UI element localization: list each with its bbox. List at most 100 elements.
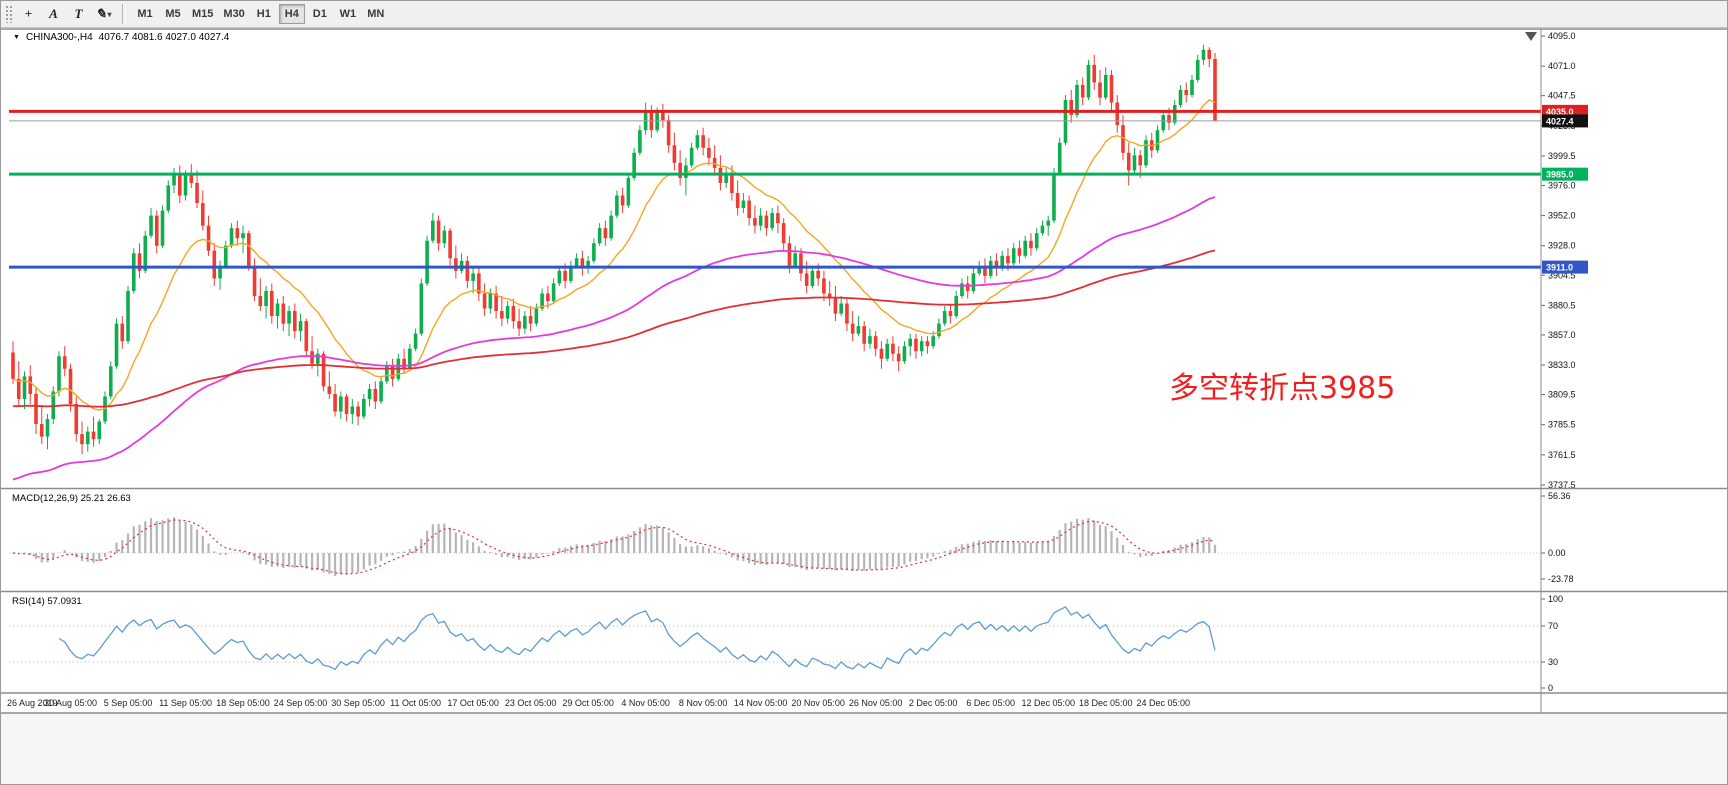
- candle-body: [310, 351, 314, 364]
- candle-body: [764, 215, 769, 229]
- timeframe-button-m1[interactable]: M1: [132, 4, 158, 24]
- candle-body: [994, 260, 999, 269]
- candle-body: [275, 303, 280, 317]
- candle-body: [80, 434, 84, 445]
- draw-tool-button[interactable]: ✎ ▾: [91, 3, 116, 25]
- price-tick-label: 3809.5: [1548, 390, 1576, 400]
- chart-menu-arrow-icon[interactable]: ▼: [13, 34, 20, 41]
- candle-body: [166, 185, 171, 211]
- macd-tick-label: 56.36: [1548, 491, 1571, 501]
- time-label: 18 Sep 05:00: [216, 698, 270, 708]
- candle-body: [298, 321, 303, 332]
- rsi-tick-label: 30: [1548, 657, 1558, 667]
- text-tool-button[interactable]: A: [41, 3, 66, 25]
- candle-body: [1017, 248, 1022, 256]
- candle-body: [684, 165, 688, 178]
- crosshair-tool-button[interactable]: +: [16, 3, 41, 25]
- candle-body: [873, 336, 878, 349]
- timeframe-button-m30[interactable]: M30: [219, 4, 248, 24]
- candle-body: [1057, 142, 1062, 173]
- candle-body: [1121, 125, 1125, 153]
- candle-body: [195, 182, 199, 204]
- candle-body: [137, 253, 142, 271]
- candle-body: [1144, 140, 1148, 166]
- candle-body: [356, 406, 360, 417]
- candle-body: [983, 265, 987, 276]
- candle-body: [114, 323, 119, 367]
- price-tag-label: 3911.0: [1546, 263, 1573, 273]
- shift-triangle-icon: [1525, 32, 1537, 41]
- candle-body: [689, 147, 694, 166]
- candle-body: [316, 353, 320, 364]
- candle-body: [1034, 233, 1039, 249]
- candle-body: [971, 273, 976, 291]
- candle-body: [649, 110, 654, 131]
- candle-body: [546, 293, 550, 302]
- timeframe-button-w1[interactable]: W1: [335, 4, 361, 24]
- candle-body: [379, 381, 383, 402]
- candle-body: [948, 311, 953, 317]
- macd-axis[interactable]: 56.36 0.00 -23.78: [1541, 491, 1574, 584]
- horizontal-lines-group[interactable]: [9, 109, 1541, 269]
- candle-body: [592, 243, 596, 261]
- time-label: 5 Sep 05:00: [104, 698, 153, 708]
- chart-annotation[interactable]: 多空转折点3985: [1169, 371, 1396, 406]
- candle-body: [862, 326, 866, 344]
- toolbar-grip[interactable]: [5, 5, 12, 23]
- candle-body: [143, 235, 148, 271]
- candle-body: [500, 311, 504, 319]
- price-axis[interactable]: 4095.04071.04047.54023.53999.53976.03952…: [1541, 31, 1588, 490]
- candle-body: [827, 293, 832, 299]
- candle-body: [1103, 74, 1108, 98]
- timeframe-button-mn[interactable]: MN: [363, 4, 389, 24]
- candle-body: [1063, 100, 1068, 143]
- candle-body: [1023, 240, 1028, 256]
- candle-body: [16, 378, 21, 399]
- candle-body: [488, 293, 493, 309]
- time-label: 30 Sep 05:00: [331, 698, 385, 708]
- time-label: 30 Aug 05:00: [44, 698, 97, 708]
- panel-borders: [1, 28, 1727, 714]
- candle-body: [333, 393, 337, 412]
- candle-body: [362, 398, 366, 417]
- candle-body: [120, 323, 125, 342]
- candle-body: [327, 386, 332, 394]
- candle-body: [281, 303, 286, 324]
- time-label: 12 Dec 05:00: [1021, 698, 1075, 708]
- candle-body: [448, 230, 452, 259]
- timeframe-button-d1[interactable]: D1: [307, 4, 333, 24]
- candle-body: [528, 316, 533, 324]
- candle-body: [235, 228, 240, 239]
- chevron-down-icon[interactable]: ▾: [107, 9, 112, 19]
- toolbar: + A T ✎ ▾ M1 M5 M15 M30 H1 H4 D1 W1 MN: [1, 1, 1727, 28]
- candle-body: [252, 265, 257, 296]
- candle-body: [1080, 84, 1085, 98]
- candle-body: [931, 336, 935, 347]
- candle-body: [1011, 248, 1016, 264]
- candle-body: [747, 200, 751, 219]
- candle-body: [91, 431, 96, 440]
- timeframe-button-h4[interactable]: H4: [278, 4, 305, 24]
- candle-body: [1029, 240, 1033, 249]
- candle-body: [85, 431, 90, 445]
- text-label-tool-button[interactable]: T: [66, 3, 91, 25]
- time-label: 4 Nov 05:00: [621, 698, 670, 708]
- moving-averages-group: [12, 99, 1216, 481]
- time-label: 20 Nov 05:00: [791, 698, 845, 708]
- candle-body: [126, 290, 130, 342]
- timeframe-button-m15[interactable]: M15: [188, 4, 217, 24]
- candle-body: [482, 293, 487, 309]
- rsi-axis[interactable]: 100 70 30 0: [1541, 594, 1563, 693]
- timeframe-button-h1[interactable]: H1: [251, 4, 277, 24]
- price-tag: [1542, 167, 1588, 181]
- candle-body: [206, 225, 211, 251]
- candle-body: [1213, 58, 1217, 121]
- candle-body: [172, 172, 176, 186]
- time-label: 24 Sep 05:00: [274, 698, 328, 708]
- timeframe-button-m5[interactable]: M5: [160, 4, 186, 24]
- candle-body: [1040, 225, 1045, 234]
- candle-body: [551, 283, 556, 302]
- candle-body: [1184, 90, 1189, 96]
